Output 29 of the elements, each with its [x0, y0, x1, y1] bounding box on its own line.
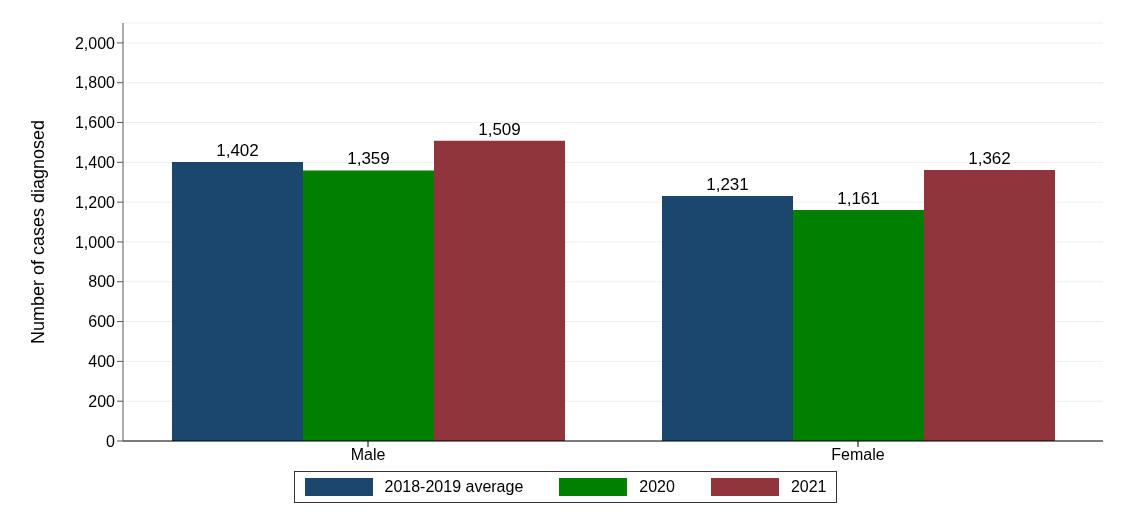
data-label: 1,231 [706, 174, 749, 194]
bar [924, 169, 1055, 441]
bar [303, 170, 434, 441]
y-tick-label: 1,000 [74, 233, 116, 251]
y-tick-label: 2,000 [74, 34, 116, 52]
y-tick-label: 1,600 [74, 114, 116, 132]
data-label: 1,402 [216, 140, 259, 160]
data-label: 1,362 [968, 148, 1011, 168]
data-label: 1,161 [837, 188, 880, 208]
legend-label: 2021 [790, 478, 827, 496]
y-tick-label: 1,200 [74, 193, 116, 211]
legend-label: 2018-2019 average [384, 478, 524, 496]
legend-label: 2020 [639, 478, 675, 496]
y-tick-label: 800 [88, 273, 116, 291]
y-axis-title: Number of cases diagnosed [28, 119, 49, 345]
x-tick-label: Female [831, 446, 885, 464]
y-tick-label: 400 [88, 353, 116, 371]
bar [434, 140, 565, 441]
y-tick-label: 200 [88, 392, 116, 410]
bar [793, 209, 924, 441]
bar [172, 161, 303, 441]
y-tick-label: 1,800 [74, 74, 116, 92]
bar [662, 195, 793, 441]
y-tick-label: 0 [106, 432, 116, 450]
y-tick-label: 600 [88, 313, 116, 331]
x-tick-label: Male [350, 446, 386, 464]
data-label: 1,509 [478, 119, 521, 139]
data-label: 1,359 [347, 149, 390, 169]
y-tick-label: 1,400 [74, 154, 116, 172]
